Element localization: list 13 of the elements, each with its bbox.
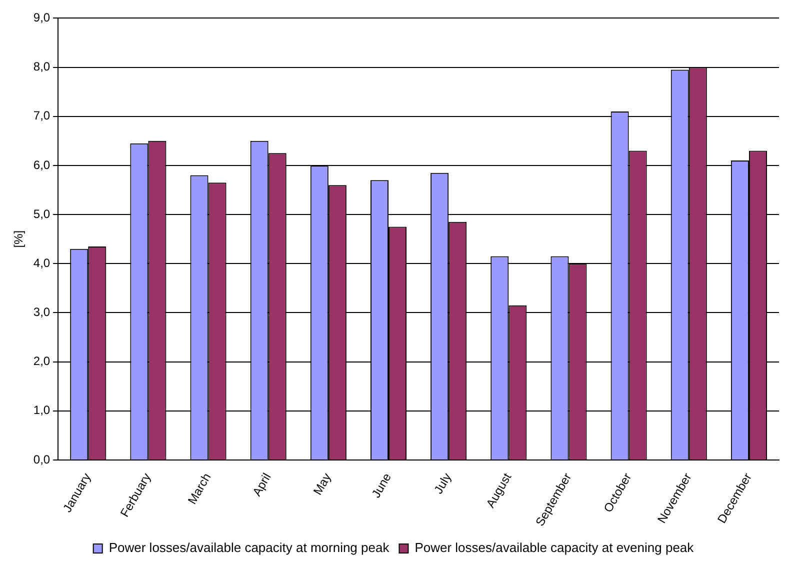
- y-tick-label: 1,0: [33, 403, 50, 418]
- legend-label: Power losses/available capacity at evening peak: [414, 540, 694, 556]
- y-tick-label: 5,0: [33, 206, 50, 221]
- legend-label: Power losses/available capacity at morning peak: [108, 540, 390, 556]
- y-tick-label: 0,0: [33, 452, 50, 466]
- y-tick-label: 2,0: [33, 354, 50, 368]
- y-tick-label: 8,0: [33, 60, 50, 74]
- y-tick-label: 3,0: [33, 305, 50, 320]
- y-tick-label: 6,0: [33, 158, 50, 172]
- y-tick-label: 7,0: [33, 108, 50, 123]
- y-tick-label: 4,0: [33, 256, 50, 270]
- y-tick-label: 9,0: [33, 10, 50, 25]
- y-axis-title: [%]: [12, 230, 26, 248]
